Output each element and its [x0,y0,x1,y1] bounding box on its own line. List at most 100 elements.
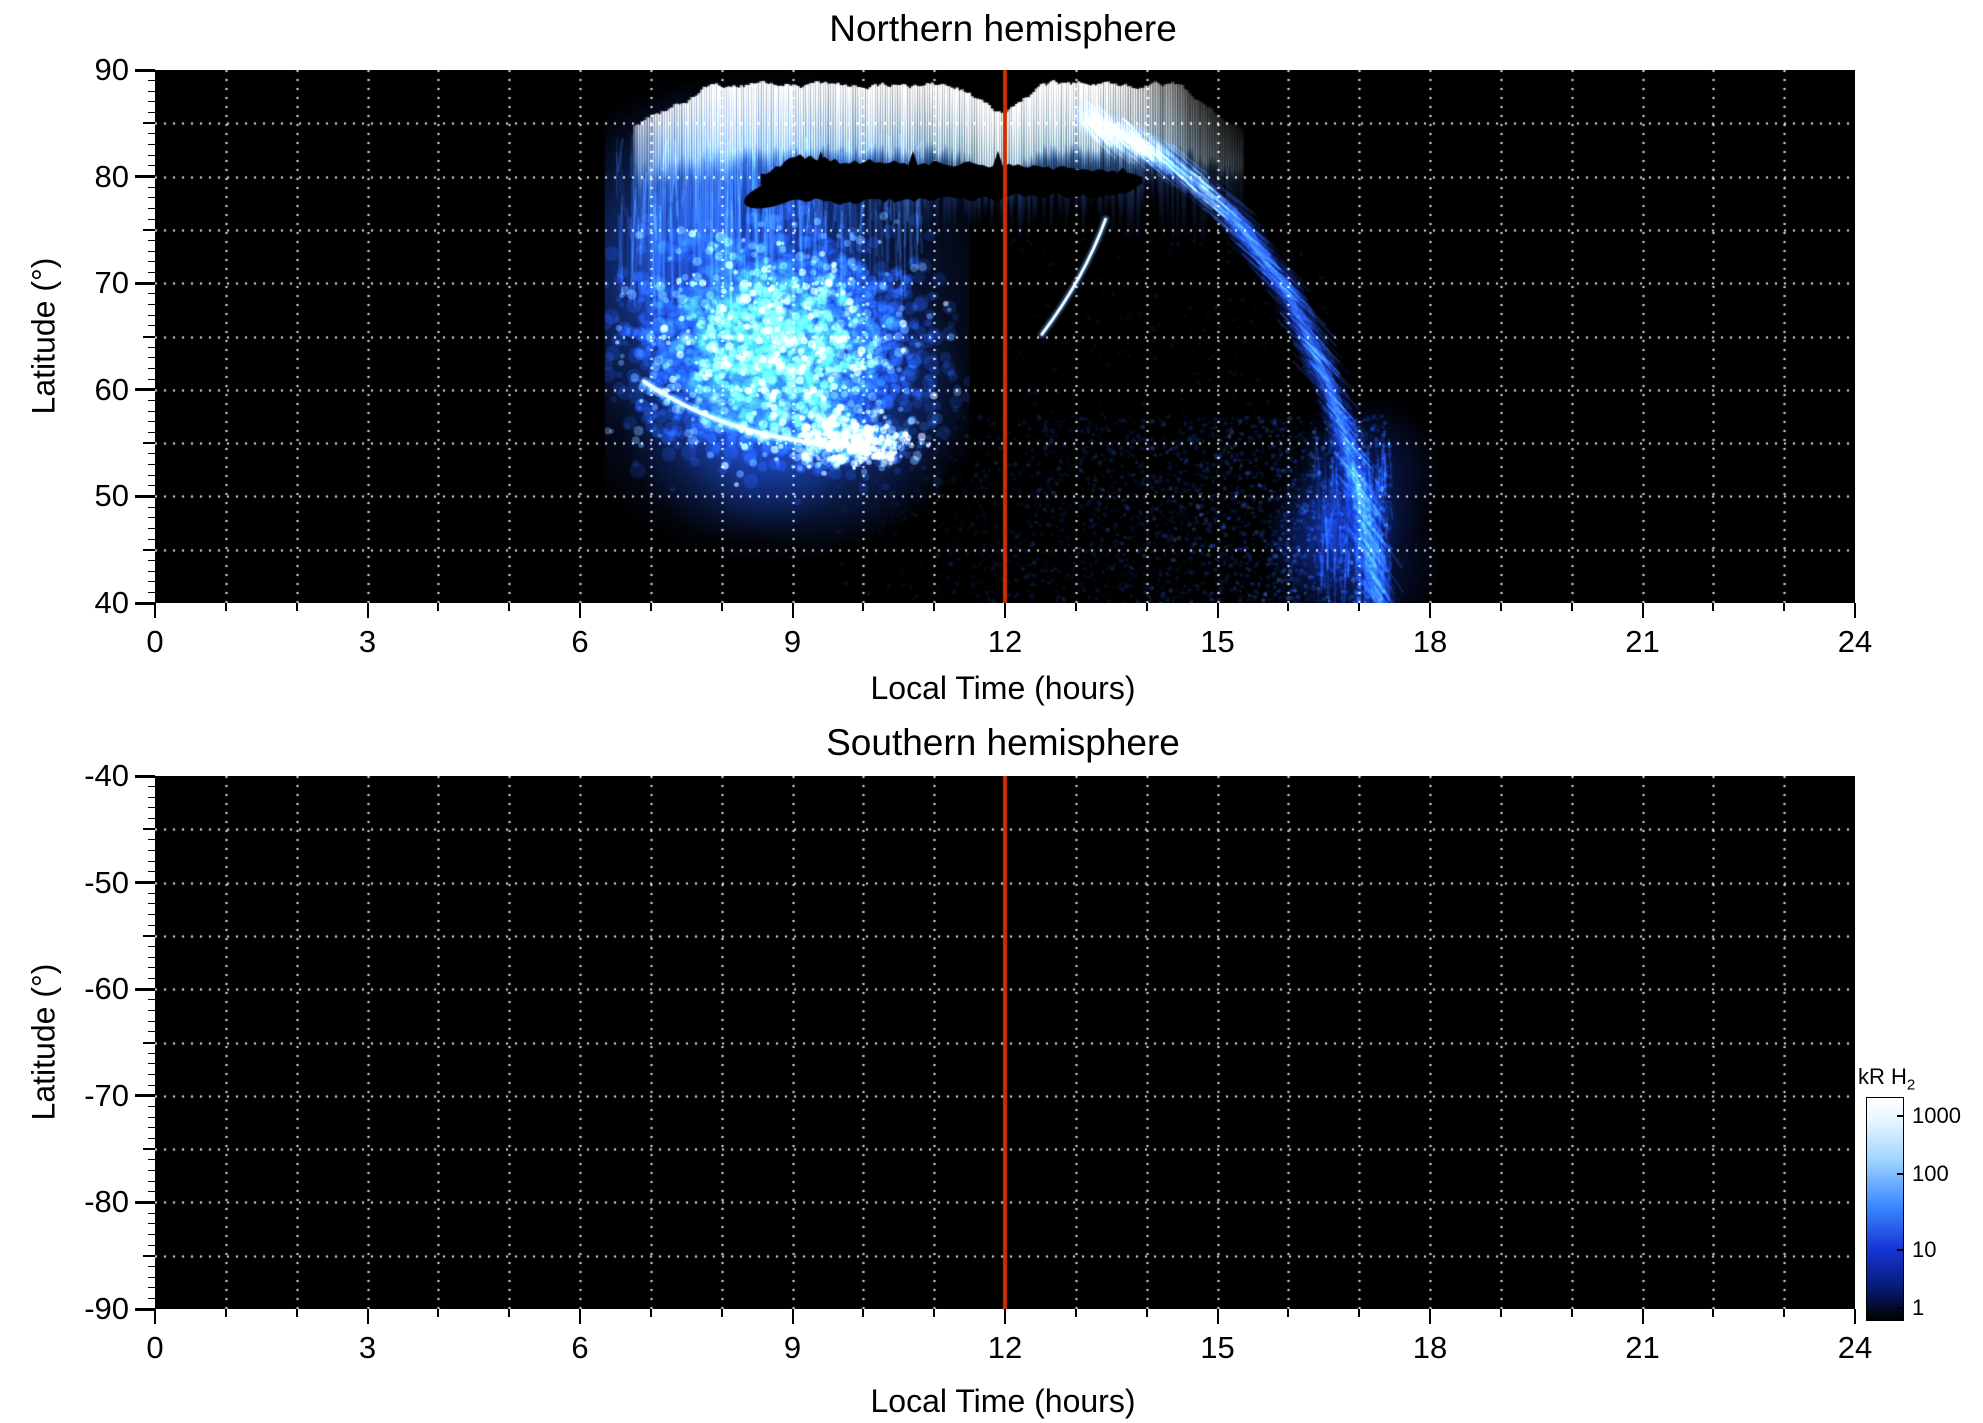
y-minor-tick [148,314,155,316]
y-minor-tick [148,261,155,263]
x-minor-tick [508,603,511,611]
colorbar-tick-label: 1000 [1912,1103,1961,1129]
y-medium-tick [143,934,155,937]
x-tick-label: 0 [146,624,164,659]
y-minor-tick [148,346,155,348]
x-minor-tick [1783,603,1786,611]
y-minor-tick [148,272,155,274]
y-minor-tick [148,914,155,916]
x-tick-label: 9 [783,624,802,659]
x-minor-tick [862,603,865,611]
y-medium-tick [143,442,155,445]
y-minor-tick [148,165,155,167]
y-minor-tick [148,133,155,135]
y-major-tick [135,881,155,885]
y-minor-tick [148,240,155,242]
x-tick-label: 15 [1200,1330,1235,1365]
south-heatmap-canvas [155,776,1855,1309]
y-minor-tick [148,1265,155,1267]
north-heatmap-canvas [155,70,1855,603]
y-minor-tick [148,463,155,465]
colorbar-tick-label: 100 [1912,1161,1949,1187]
x-minor-tick [1783,1309,1786,1317]
x-major-tick [366,603,369,618]
x-tick-label: 6 [571,1330,589,1365]
y-minor-tick [148,871,155,873]
y-major-tick [135,1094,155,1098]
y-minor-tick [148,1297,155,1299]
y-tick-label: -60 [84,971,129,1007]
x-minor-tick [649,603,652,611]
y-major-tick [135,987,155,991]
y-minor-tick [148,559,155,561]
y-minor-tick [148,250,155,252]
y-minor-tick [148,591,155,593]
x-minor-tick [437,603,440,611]
x-tick-label: 18 [1412,1330,1448,1365]
y-major-tick [135,68,155,72]
x-major-tick [1216,603,1219,618]
y-tick-label: -80 [84,1184,129,1220]
colorbar-tick-mark [1897,1115,1904,1118]
north-panel-title: Northern hemisphere [829,8,1177,49]
y-medium-tick [143,122,155,125]
y-tick-label: 90 [94,52,129,87]
y-minor-tick [148,807,155,809]
y-tick-label: 40 [94,585,129,620]
y-major-tick [135,601,155,605]
y-minor-tick [148,1063,155,1065]
x-tick-label: 21 [1625,624,1660,659]
y-minor-tick [148,357,155,359]
y-minor-tick [148,1010,155,1012]
y-medium-tick [143,228,155,231]
y-minor-tick [148,1287,155,1289]
x-major-tick [1429,1309,1431,1324]
x-tick-label: 18 [1412,624,1448,659]
x-tick-label: 3 [358,624,377,659]
south-panel-title: Southern hemisphere [826,722,1180,763]
x-major-tick [1854,1309,1856,1324]
y-minor-tick [148,1031,155,1033]
y-minor-tick [148,421,155,423]
y-minor-tick [148,304,155,306]
y-minor-tick [148,378,155,380]
y-tick-label: -90 [84,1291,129,1326]
x-minor-tick [1074,603,1077,611]
y-minor-tick [148,367,155,369]
colorbar-tick-label: 10 [1912,1237,1937,1263]
x-major-tick [1854,603,1856,618]
x-major-tick [154,1309,156,1324]
y-minor-tick [148,112,155,114]
y-medium-tick [143,335,155,338]
y-minor-tick [148,999,155,1001]
y-medium-tick [143,1041,155,1044]
x-tick-label: 3 [358,1330,377,1365]
x-minor-tick [933,603,936,611]
x-tick-label: 12 [987,1330,1023,1365]
y-minor-tick [148,892,155,894]
y-minor-tick [148,90,155,92]
y-tick-label: -40 [84,758,129,793]
y-minor-tick [148,850,155,852]
x-minor-tick [1145,1309,1148,1317]
y-tick-label: -50 [84,864,129,900]
x-major-tick [579,1309,581,1324]
y-medium-tick [143,828,155,831]
x-minor-tick [437,1309,440,1317]
y-minor-tick [148,570,155,572]
y-minor-tick [148,1084,155,1086]
y-major-tick [135,774,155,778]
x-minor-tick [1145,603,1148,611]
x-minor-tick [1570,603,1573,611]
x-minor-tick [1712,1309,1715,1317]
y-tick-label: 70 [94,265,129,301]
y-minor-tick [148,506,155,508]
y-major-tick [135,494,155,498]
y-minor-tick [148,474,155,476]
colorbar-label-subscript: 2 [1906,1076,1916,1094]
y-minor-tick [148,1105,155,1107]
y-minor-tick [148,786,155,788]
x-minor-tick [1074,1309,1077,1317]
